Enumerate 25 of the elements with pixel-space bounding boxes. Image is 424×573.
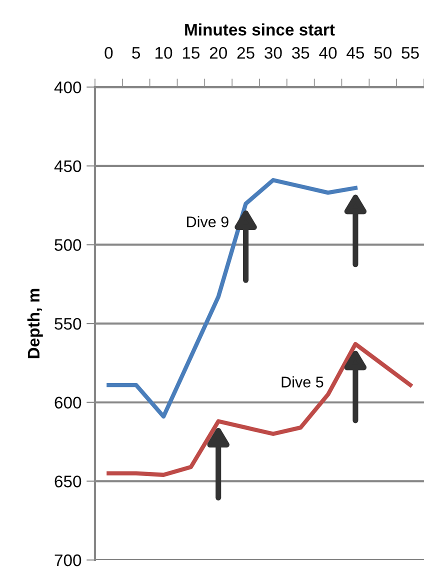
x-tick-label: 40 bbox=[319, 47, 337, 59]
y-axis-title: Depth, m bbox=[27, 288, 43, 358]
x-tick-label: 20 bbox=[210, 47, 227, 59]
y-tick-label: 500 bbox=[54, 239, 82, 251]
x-tick-label: 25 bbox=[237, 47, 254, 59]
x-tick-label: 5 bbox=[132, 47, 140, 59]
x-tick-label: 10 bbox=[156, 47, 172, 59]
y-tick-label: 600 bbox=[54, 396, 82, 409]
x-tick-label: 55 bbox=[402, 47, 419, 59]
x-tick-label: 35 bbox=[292, 47, 310, 59]
line-series bbox=[106, 342, 412, 477]
x-tick-label: 15 bbox=[182, 47, 200, 59]
y-tick-label: 550 bbox=[54, 318, 82, 330]
y-tick-label: 700 bbox=[54, 554, 82, 566]
x-tick-label: 50 bbox=[374, 47, 392, 59]
x-tick-label: 30 bbox=[264, 47, 282, 59]
y-tick-label: 400 bbox=[54, 81, 82, 94]
x-tick-label: 0 bbox=[104, 47, 113, 59]
series-label: Dive 5 bbox=[282, 376, 324, 388]
series-label: Dive 9 bbox=[187, 216, 228, 228]
y-tick-label: 450 bbox=[54, 160, 82, 172]
line-series bbox=[106, 178, 358, 419]
x-tick-label: 45 bbox=[346, 47, 364, 59]
y-tick-label: 650 bbox=[54, 476, 82, 488]
x-axis-title: Minutes since start bbox=[185, 23, 335, 36]
